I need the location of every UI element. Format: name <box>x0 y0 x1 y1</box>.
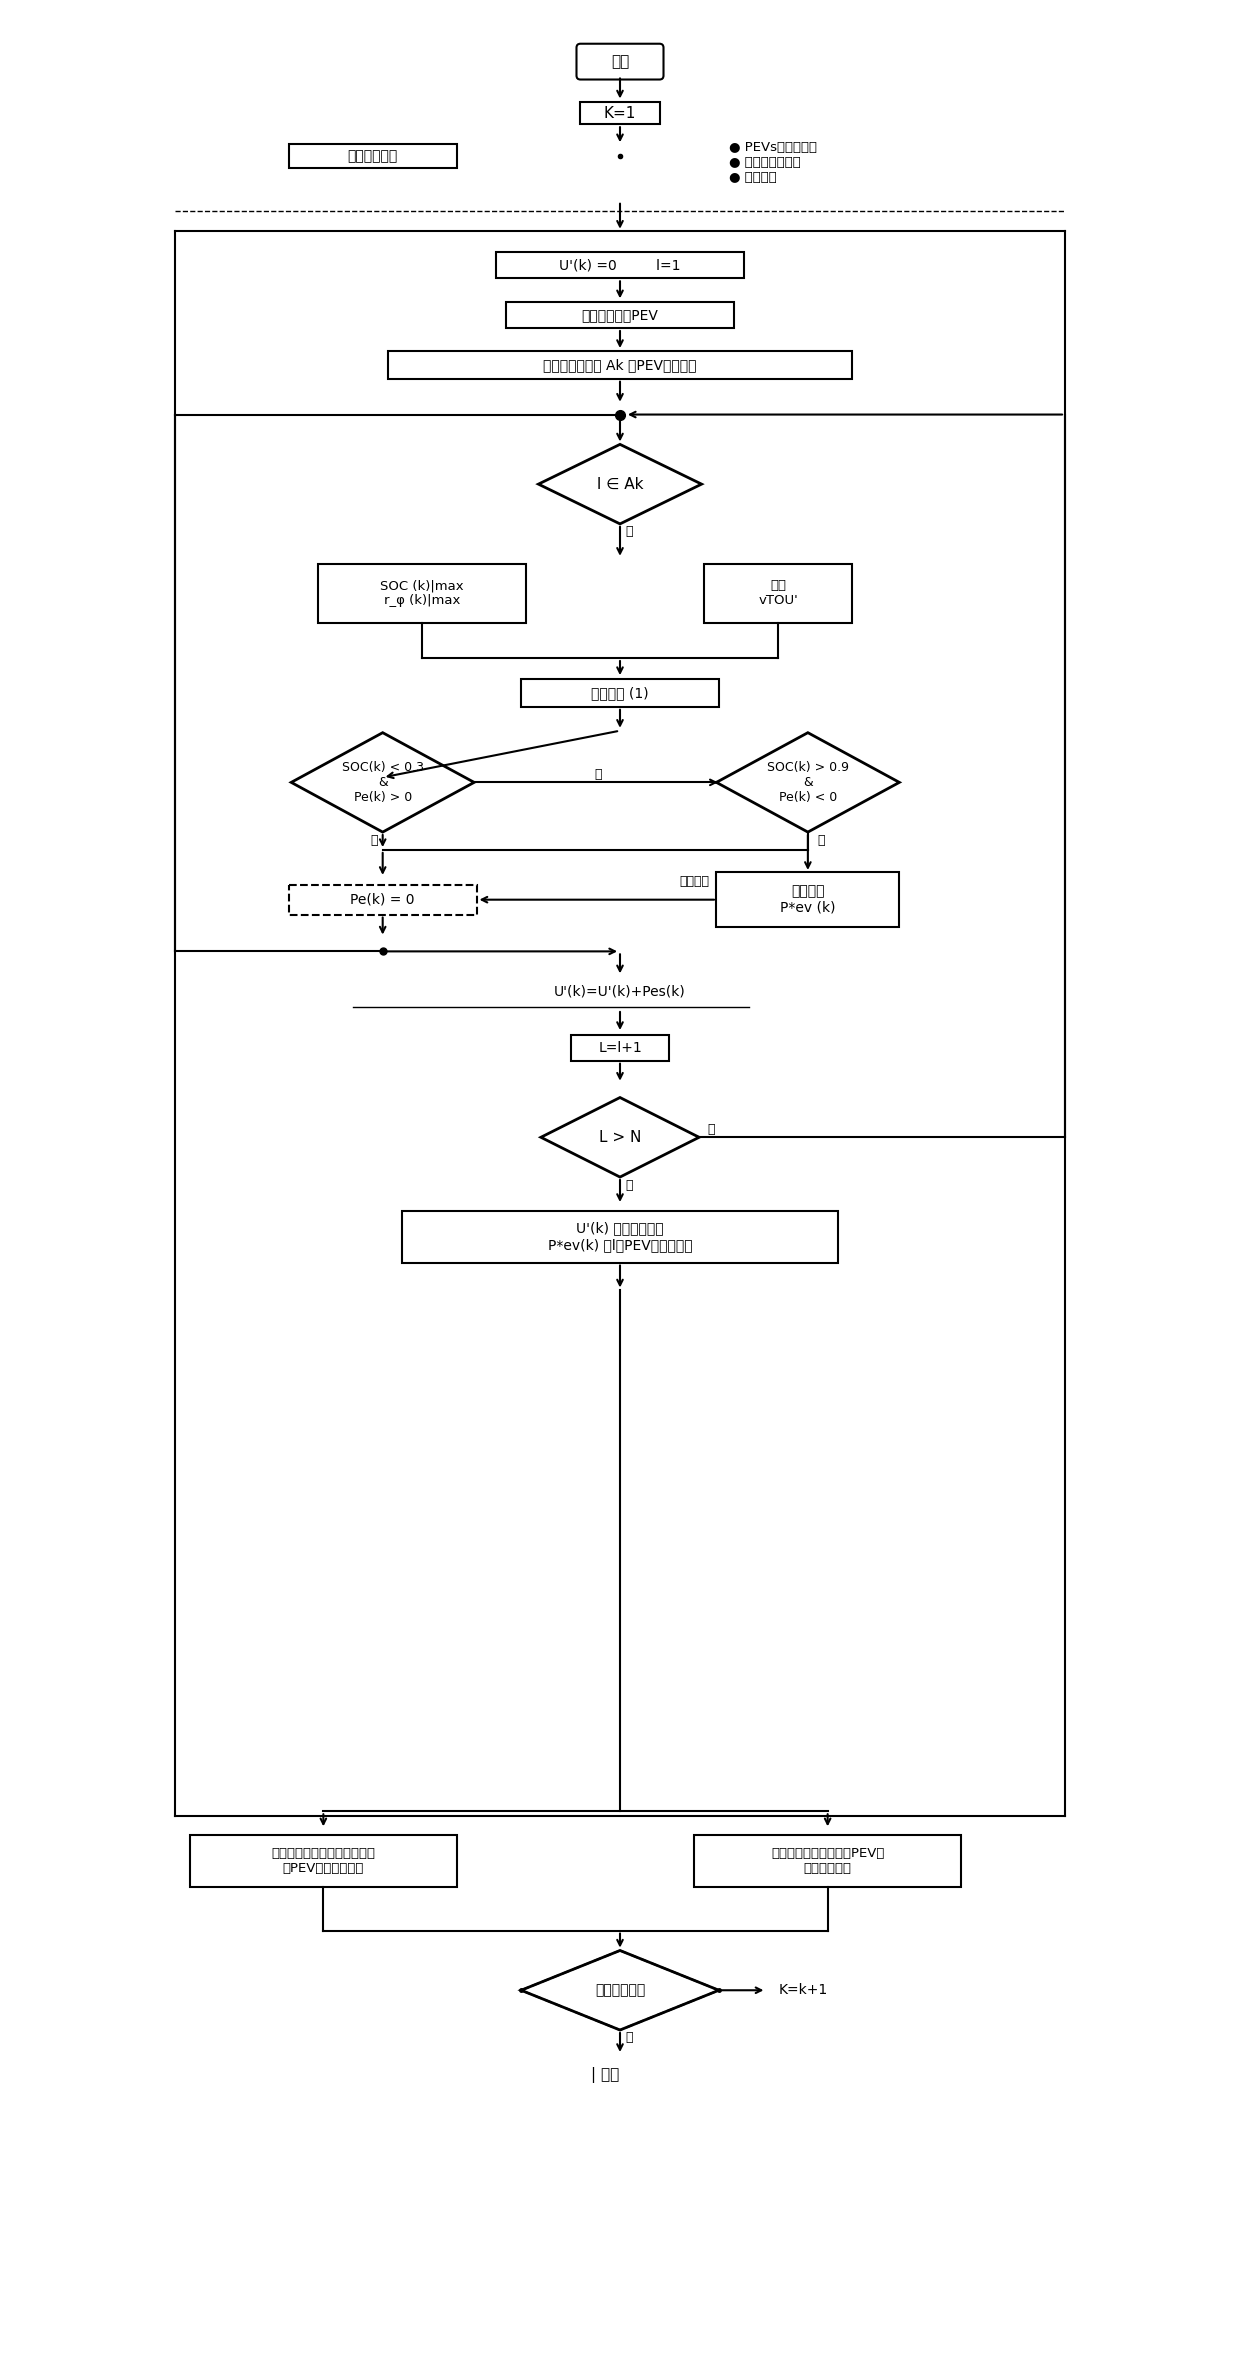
Text: | 结束: | 结束 <box>591 2068 619 2082</box>
Text: L > N: L > N <box>599 1131 641 1145</box>
Bar <box>289 884 476 915</box>
Text: SOC (k)|max
r_φ (k)|max: SOC (k)|max r_φ (k)|max <box>381 579 464 607</box>
Text: 是: 是 <box>625 2032 632 2044</box>
Bar <box>190 1835 456 1887</box>
Text: l ∈ Ak: l ∈ Ak <box>596 477 644 491</box>
Bar <box>580 102 660 123</box>
Text: 读取目前数据: 读取目前数据 <box>347 149 398 164</box>
Bar <box>289 145 456 168</box>
Text: Pe(k) = 0: Pe(k) = 0 <box>351 894 415 906</box>
Text: 直接输出
P*ev (k): 直接输出 P*ev (k) <box>780 884 836 915</box>
Bar <box>694 1835 961 1887</box>
Bar <box>506 301 734 327</box>
FancyBboxPatch shape <box>577 43 663 81</box>
Text: 变压器负荷曲线平滑的PEV充
放电模式排序: 变压器负荷曲线平滑的PEV充 放电模式排序 <box>771 1847 884 1875</box>
Text: 直接输出: 直接输出 <box>680 875 709 889</box>
Text: U'(k)=U'(k)+Pes(k): U'(k)=U'(k)+Pes(k) <box>554 984 686 998</box>
Text: 是: 是 <box>817 835 826 846</box>
Text: K=1: K=1 <box>604 107 636 121</box>
Text: 是: 是 <box>371 835 378 846</box>
Text: 否: 否 <box>707 1124 714 1136</box>
Bar <box>717 873 899 927</box>
Text: SOC(k) > 0.9
&
Pe(k) < 0: SOC(k) > 0.9 & Pe(k) < 0 <box>766 761 849 804</box>
Bar <box>704 564 852 624</box>
Text: 变压器负荷曲线平滑条件下最
优PEV所需功率分配: 变压器负荷曲线平滑条件下最 优PEV所需功率分配 <box>272 1847 376 1875</box>
Text: 开始: 开始 <box>611 55 629 69</box>
Text: K=k+1: K=k+1 <box>779 1982 827 1996</box>
Bar <box>496 251 744 277</box>
Text: L=l+1: L=l+1 <box>598 1041 642 1055</box>
Bar <box>570 1034 670 1060</box>
Bar <box>521 678 719 707</box>
Text: U'(k) =0         l=1: U'(k) =0 l=1 <box>559 258 681 273</box>
Bar <box>319 564 526 624</box>
Text: ● PEVs到达时电量
● 离开时要求电量
● 负荷文件: ● PEVs到达时电量 ● 离开时要求电量 ● 负荷文件 <box>729 142 817 185</box>
Text: U'(k) 此时提供功率
P*ev(k) 第l台PEV充放电功率: U'(k) 此时提供功率 P*ev(k) 第l台PEV充放电功率 <box>548 1221 692 1252</box>
Text: 是: 是 <box>625 1178 632 1193</box>
Text: 根据当时间确定 Ak 中PEV的优先级: 根据当时间确定 Ak 中PEV的优先级 <box>543 358 697 372</box>
Text: 计算
vTOU': 计算 vTOU' <box>759 579 799 607</box>
Text: 是: 是 <box>625 526 632 538</box>
Text: 是否继续执行: 是否继续执行 <box>595 1982 645 1996</box>
Bar <box>388 351 852 379</box>
Bar <box>403 1212 837 1261</box>
Text: 选取此时在线PEV: 选取此时在线PEV <box>582 308 658 322</box>
Text: 执行公式 (1): 执行公式 (1) <box>591 685 649 699</box>
Text: SOC(k) < 0.3
&
Pe(k) > 0: SOC(k) < 0.3 & Pe(k) > 0 <box>342 761 424 804</box>
Text: 否: 否 <box>594 768 601 780</box>
